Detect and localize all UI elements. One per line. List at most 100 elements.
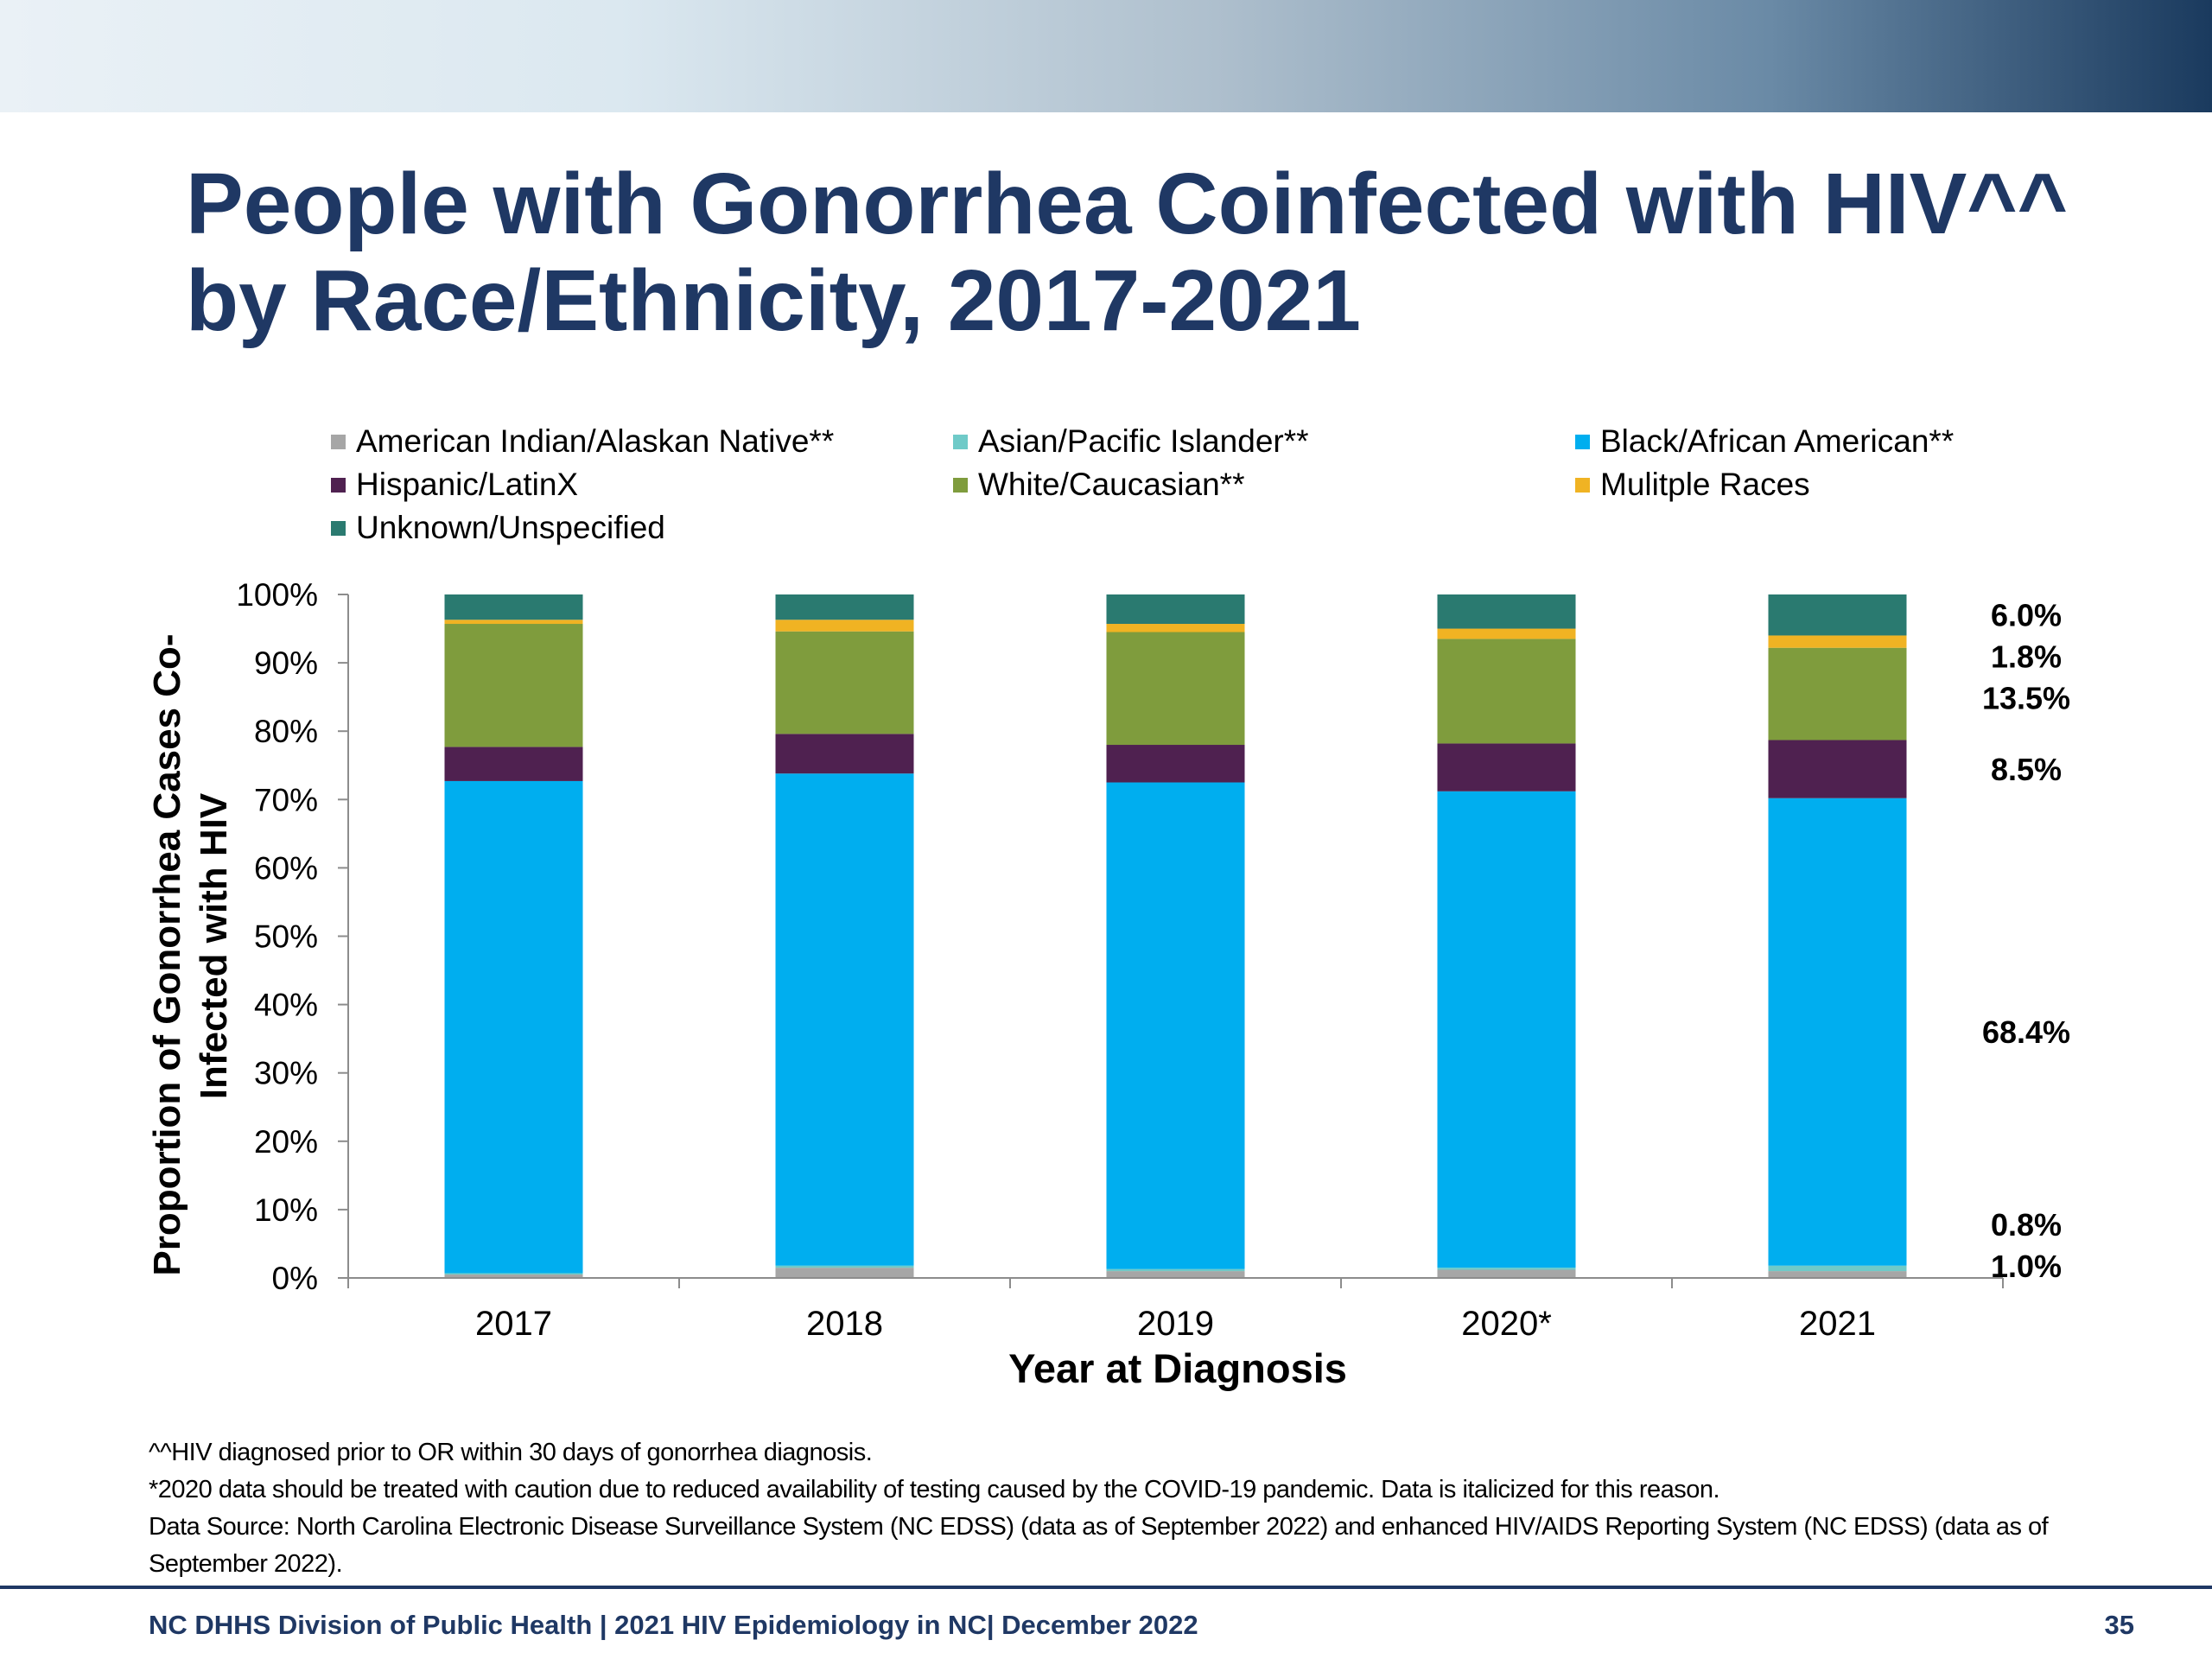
bar-segment: [1768, 635, 1907, 648]
bar-segment: [444, 1273, 583, 1275]
legend-swatch: [953, 477, 968, 493]
y-tick-label: 0%: [272, 1261, 318, 1296]
legend-item: Mulitple Races: [1575, 467, 1810, 503]
bar-segment: [444, 747, 583, 781]
data-label: 13.5%: [1982, 681, 2070, 716]
page-number: 35: [2104, 1610, 2134, 1640]
bar-segment: [1106, 782, 1245, 1269]
legend-swatch: [331, 520, 346, 536]
y-tick-label: 60%: [254, 850, 318, 886]
legend-swatch: [1575, 477, 1590, 493]
legend-item: Asian/Pacific Islander**: [953, 423, 1309, 460]
y-tick-label: 70%: [254, 782, 318, 817]
y-tick-label: 50%: [254, 919, 318, 955]
bar-segment: [444, 594, 583, 620]
legend-label: Unknown/Unspecified: [356, 510, 665, 545]
bars: [444, 594, 1907, 1278]
data-label: 6.0%: [1991, 598, 2062, 633]
y-tick-label: 10%: [254, 1192, 318, 1228]
bar-segment: [1437, 1268, 1576, 1270]
legend-label: Asian/Pacific Islander**: [978, 423, 1309, 459]
legend-item: White/Caucasian**: [953, 467, 1244, 503]
bar-segment: [775, 773, 914, 1266]
y-tick-label: 80%: [254, 714, 318, 749]
bar-segment: [444, 624, 583, 747]
bar-segment: [775, 1265, 914, 1268]
data-label: 1.8%: [1991, 639, 2062, 675]
bar-segment: [1768, 647, 1907, 741]
footnote-1: ^^HIV diagnosed prior to OR within 30 da…: [149, 1439, 873, 1466]
bar-segment: [1106, 594, 1245, 625]
footer-text: NC DHHS Division of Public Health | 2021…: [149, 1610, 1198, 1640]
bar-segment: [1768, 594, 1907, 636]
y-tick-label: 40%: [254, 988, 318, 1023]
title-line-1: People with Gonorrhea Coinfected with HI…: [186, 156, 2069, 252]
legend-item: Black/African American**: [1575, 423, 1954, 460]
bar-segment: [1437, 791, 1576, 1268]
bar-segment: [775, 1268, 914, 1278]
bar-segment: [1106, 624, 1245, 632]
bar-segment: [775, 631, 914, 734]
legend-swatch: [331, 477, 346, 493]
y-tick-label: 100%: [236, 577, 318, 613]
legend-item: Hispanic/LatinX: [331, 467, 578, 503]
data-labels: 6.0% 1.8% 13.5% 8.5% 68.4% 0.8% 1.0%: [1982, 598, 2070, 1284]
x-tick-label: 2021: [1799, 1305, 1876, 1343]
footnote-2: *2020 data should be treated with cautio…: [149, 1476, 1720, 1503]
legend-swatch: [331, 434, 346, 449]
bar-segment: [775, 620, 914, 632]
data-label: 1.0%: [1991, 1249, 2062, 1284]
bar-segment: [444, 1274, 583, 1278]
x-tick-label: 2017: [475, 1305, 552, 1343]
legend-label: Hispanic/LatinX: [356, 467, 579, 502]
legend-item: American Indian/Alaskan Native**: [331, 423, 834, 460]
stacked-bar-chart: Proportion of Gonorrhea Cases Co- Infect…: [146, 577, 2070, 1391]
bar-segment: [1437, 743, 1576, 791]
title-line-2: by Race/Ethnicity, 2017-2021: [186, 252, 1361, 349]
bar-segment: [444, 620, 583, 625]
x-axis: 2017 2018 2019 2020* 2021: [347, 1277, 2004, 1343]
bar-segment: [1768, 740, 1907, 798]
legend-label: Mulitple Races: [1600, 467, 1810, 502]
bar-segment: [1106, 1271, 1245, 1278]
legend-label: American Indian/Alaskan Native**: [356, 423, 835, 459]
legend-item: Unknown/Unspecified: [331, 510, 665, 546]
x-tick-label: 2020*: [1461, 1305, 1552, 1343]
bar-segment: [1768, 1265, 1907, 1272]
data-label: 68.4%: [1982, 1014, 2070, 1050]
data-label: 0.8%: [1991, 1207, 2062, 1243]
bar-segment: [775, 594, 914, 620]
footer-divider: [0, 1586, 2212, 1589]
bar-segment: [1437, 594, 1576, 629]
legend-swatch: [953, 434, 968, 449]
bar-segment: [1437, 628, 1576, 639]
footnotes: ^^HIV diagnosed prior to OR within 30 da…: [149, 1434, 2136, 1583]
bar-segment: [1437, 639, 1576, 744]
bar-segment: [444, 780, 583, 1274]
footnote-3: Data Source: North Carolina Electronic D…: [149, 1513, 2049, 1578]
page-title: People with Gonorrhea Coinfected with HI…: [186, 156, 2130, 349]
x-tick-label: 2019: [1137, 1305, 1214, 1343]
bar-segment: [775, 734, 914, 774]
y-tick-label: 30%: [254, 1056, 318, 1091]
y-axis-title-line-2: Infected with HIV: [193, 792, 235, 1099]
y-axis: 0% 10% 20% 30% 40% 50% 60% 70% 80% 90% 100%: [236, 577, 349, 1296]
bar-segment: [1106, 745, 1245, 783]
bar-segment: [1768, 798, 1907, 1266]
y-axis-title: Proportion of Gonorrhea Cases Co- Infect…: [146, 633, 235, 1275]
legend-label: Black/African American**: [1600, 423, 1955, 459]
legend-label: White/Caucasian**: [978, 467, 1245, 502]
bar-segment: [1768, 1271, 1907, 1278]
x-axis-title: Year at Diagnosis: [1008, 1345, 1347, 1391]
bar-segment: [1106, 1268, 1245, 1272]
chart-legend: American Indian/Alaskan Native** Asian/Pa…: [331, 423, 2016, 562]
y-axis-title-line-1: Proportion of Gonorrhea Cases Co-: [146, 633, 188, 1275]
bar-segment: [1437, 1269, 1576, 1278]
y-tick-label: 90%: [254, 645, 318, 681]
x-tick-label: 2018: [806, 1305, 883, 1343]
bar-segment: [1106, 632, 1245, 746]
header-band: [0, 0, 2212, 112]
legend-swatch: [1575, 434, 1590, 449]
data-label: 8.5%: [1991, 752, 2062, 787]
y-tick-label: 20%: [254, 1124, 318, 1160]
